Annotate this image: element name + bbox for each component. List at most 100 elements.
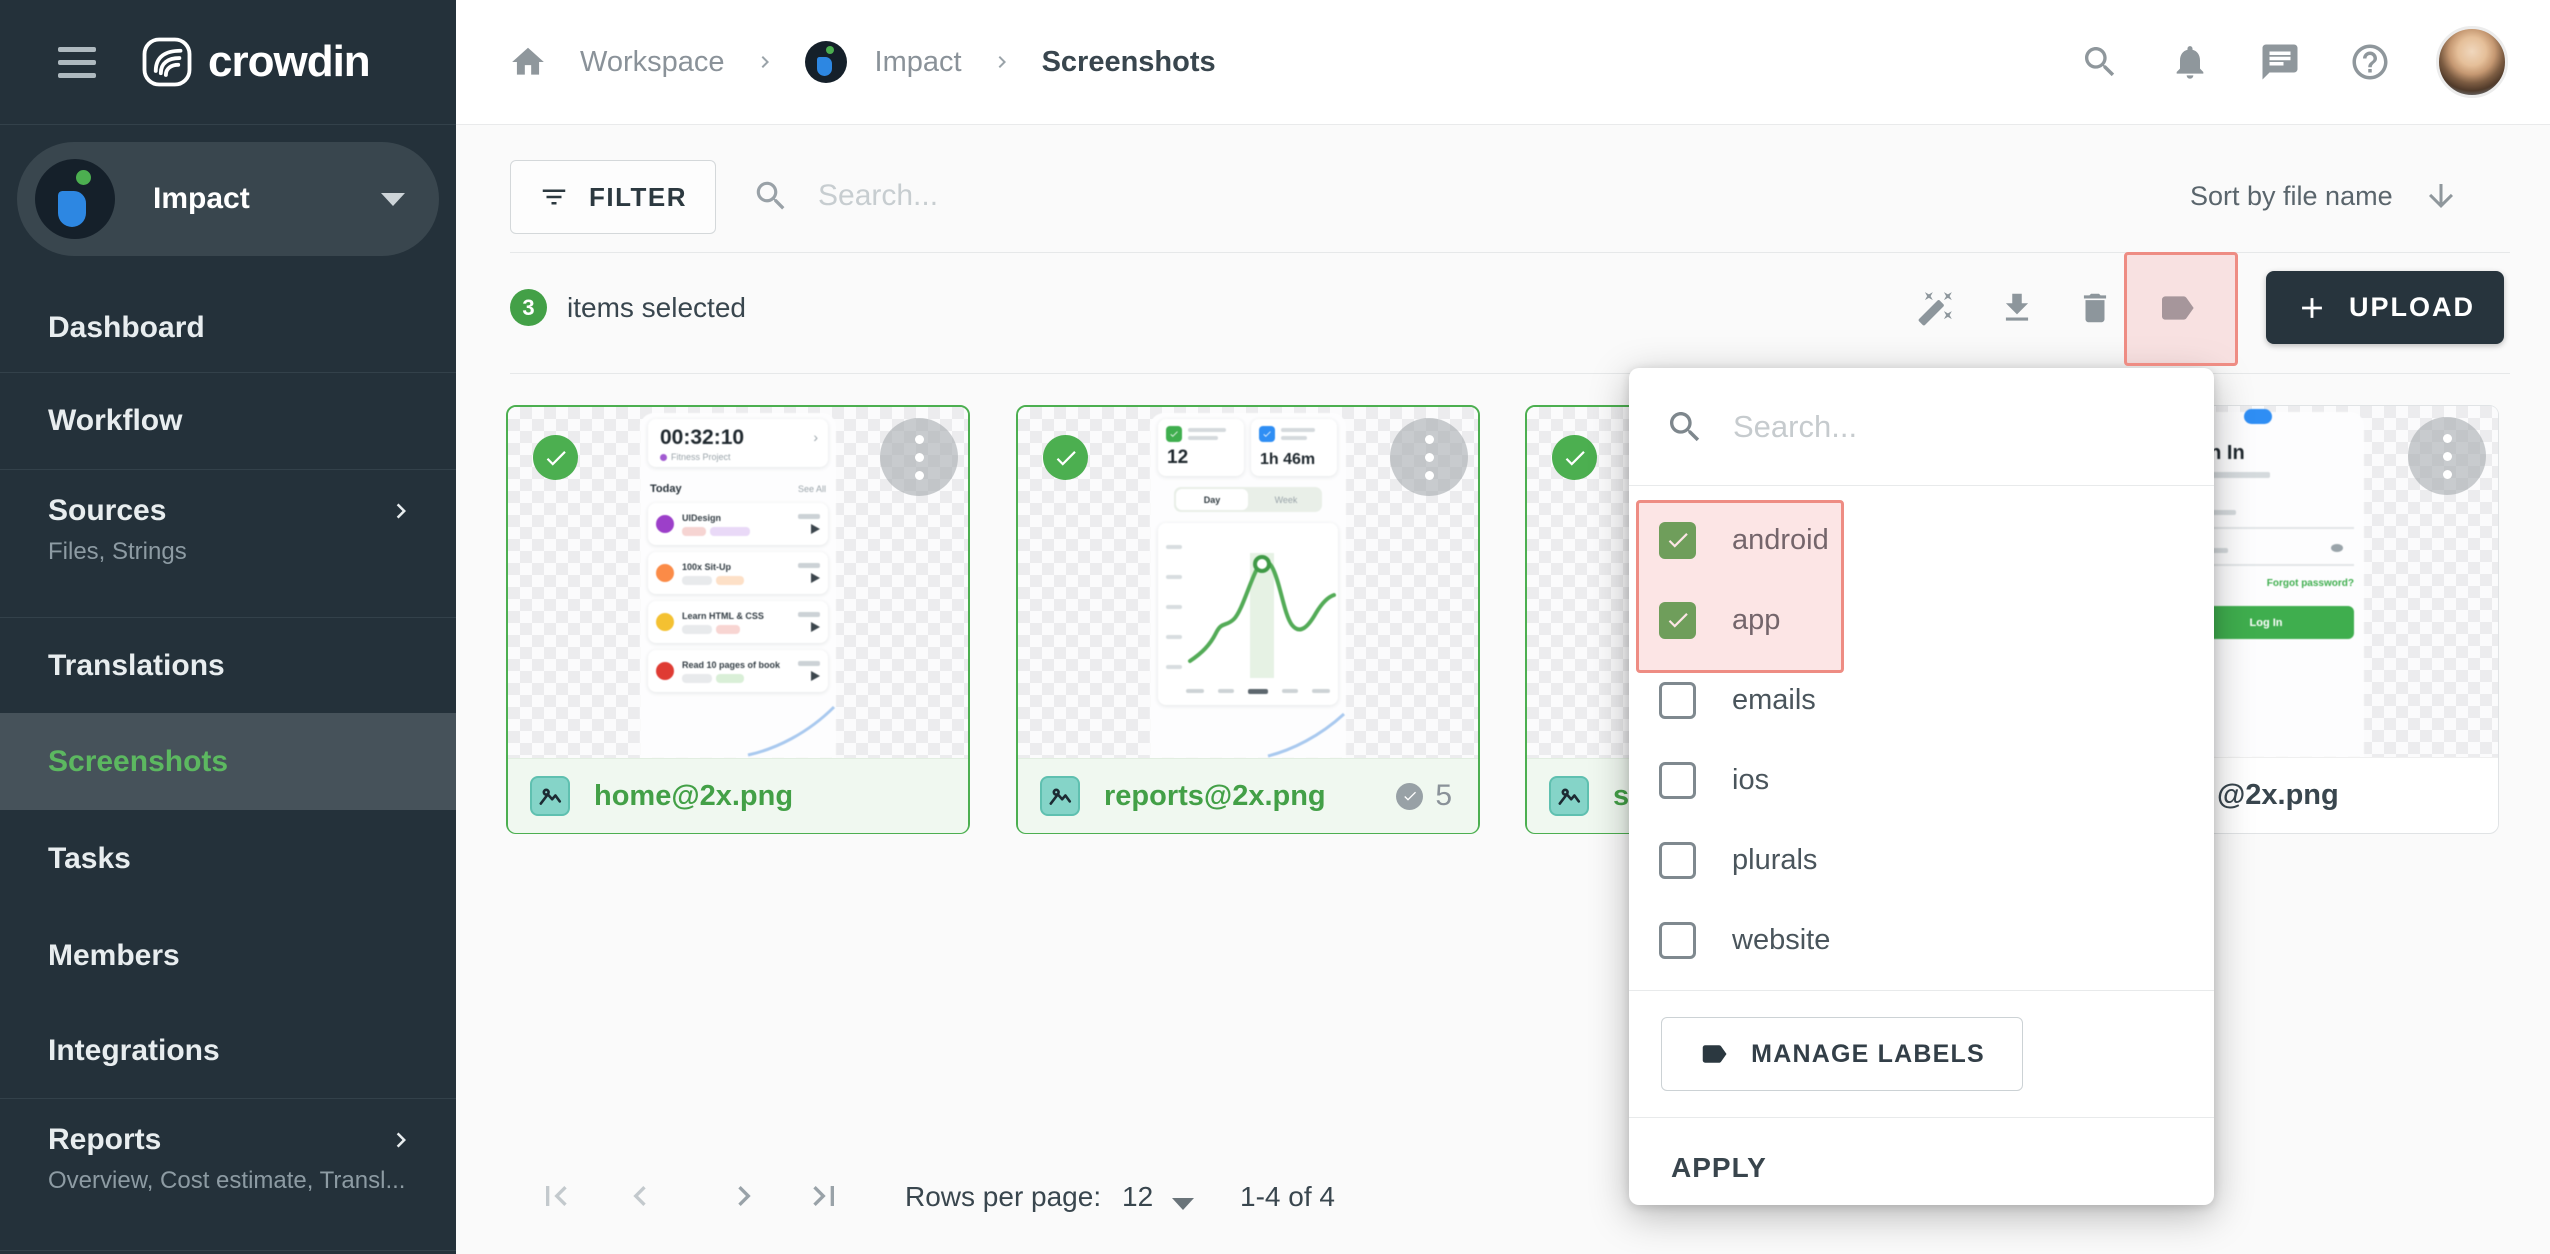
label-option-ios[interactable]: ios [1629,740,2214,820]
sidebar-nav: Dashboard Workflow Sources Files, String… [0,283,456,1251]
chevron-right-icon [753,50,777,74]
sidebar-item-dashboard[interactable]: Dashboard [0,283,456,373]
screenshot-thumbnail: 12 1h 46m Day Week [1018,407,1478,758]
sidebar-item-sources[interactable]: Sources Files, Strings [0,470,456,618]
sidebar-item-tasks[interactable]: Tasks [48,841,131,875]
rows-per-page-label: Rows per page: [905,1181,1102,1212]
labels-dropdown: android app emails ios plurals [1629,368,2214,1205]
breadcrumb-page: Screenshots [1041,45,1216,78]
filename[interactable]: s [1613,779,1630,812]
card-menu-button[interactable] [880,418,958,496]
help-icon[interactable] [2346,38,2394,86]
project-switcher[interactable]: Impact [17,142,439,256]
breadcrumb-project-avatar [804,41,847,83]
chevron-right-icon [386,1125,416,1155]
sidebar-item-members[interactable]: Members [48,938,180,972]
task-row: 100x Sit-Up [648,552,828,594]
topbar-actions [2076,26,2508,98]
search-icon [1665,407,1705,447]
screenshot-card-home[interactable]: 00:32:10 › Fitness Project Today See All… [506,405,970,834]
tags-count-badge: 5 [1396,779,1452,813]
screenshot-card-reports[interactable]: 12 1h 46m Day Week [1016,405,1480,834]
checkbox-unchecked-icon[interactable] [1659,841,1696,879]
download-button[interactable] [1986,277,2048,339]
topbar: Workspace Impact Screenshots [456,0,2550,125]
label-option-plurals[interactable]: plurals [1629,820,2214,900]
screenshot-thumbnail: 00:32:10 › Fitness Project Today See All… [508,407,968,758]
search-input[interactable] [816,178,1380,214]
sort-control[interactable]: Sort by file name [2190,160,2459,232]
screenshot-search [752,160,1380,232]
breadcrumb-project[interactable]: Impact [874,45,962,78]
upload-button[interactable]: UPLOAD [2266,271,2504,344]
project-name: Impact [153,182,250,215]
notifications-bell-icon[interactable] [2166,38,2214,86]
messages-chat-icon[interactable] [2256,38,2304,86]
filename[interactable]: reports@2x.png [1104,779,1326,812]
card-menu-button[interactable] [2408,417,2486,495]
selected-check-icon[interactable] [533,435,578,480]
chevron-right-icon [990,50,1014,74]
label-option-emails[interactable]: emails [1629,660,2214,740]
sidebar-item-translations[interactable]: Translations [48,648,225,682]
manage-labels-button[interactable]: MANAGE LABELS [1661,1017,2023,1091]
next-page-button[interactable] [716,1168,772,1224]
check-icon [1396,782,1424,810]
hamburger-menu-icon[interactable] [58,46,96,78]
checkbox-unchecked-icon[interactable] [1659,921,1696,959]
divider [510,373,2510,374]
selected-check-icon[interactable] [1043,435,1088,480]
forgot-password-link: Forgot password? [2266,578,2354,589]
breadcrumb-workspace[interactable]: Workspace [580,45,725,78]
rows-per-page-caret-icon[interactable] [1172,1198,1194,1210]
plus-icon [2295,291,2329,325]
filter-icon [539,182,569,212]
labels-search-input[interactable] [1731,407,2184,446]
checkbox-unchecked-icon[interactable] [1659,761,1696,799]
sidebar: crowdin Impact Dashboard Workflow Source… [0,0,456,1254]
crowdin-wordmark: crowdin [208,37,371,86]
selected-count-badge: 3 [510,289,547,326]
divider [1629,990,2214,991]
previous-page-button[interactable] [612,1168,668,1224]
last-page-button[interactable] [796,1168,852,1224]
checkbox-checked-icon[interactable] [1659,521,1696,559]
checkbox-unchecked-icon[interactable] [1659,681,1696,719]
checkbox-checked-icon[interactable] [1659,601,1696,639]
card-footer: reports@2x.png 5 [1018,758,1478,833]
sidebar-header: crowdin [0,0,456,125]
rows-per-page-value[interactable]: 12 [1122,1181,1154,1212]
chevron-down-icon [381,192,405,206]
label-tag-button[interactable] [2146,277,2208,339]
task-row: UIDesign [648,503,828,545]
filename[interactable]: @2x.png [2217,778,2339,811]
sidebar-item-reports[interactable]: Reports Overview, Cost estimate, Transl.… [0,1099,456,1251]
crowdin-logo[interactable]: crowdin [140,35,371,89]
card-footer: home@2x.png [508,758,968,833]
sidebar-item-integrations[interactable]: Integrations [0,1004,456,1099]
sidebar-item-reports-subtitle: Overview, Cost estimate, Transl... [48,1167,406,1194]
search-icon[interactable] [2076,38,2124,86]
first-page-button[interactable] [528,1168,584,1224]
home-icon[interactable] [504,38,552,86]
label-option-android[interactable]: android [1629,500,2214,580]
sidebar-item-workflow[interactable]: Workflow [0,373,456,470]
labels-search [1629,368,2214,486]
chevron-right-icon [386,496,416,526]
label-option-app[interactable]: app [1629,580,2214,660]
image-file-icon [1549,776,1589,816]
card-menu-button[interactable] [1390,418,1468,496]
reports-preview: 12 1h 46m Day Week [1150,413,1346,758]
sidebar-item-screenshots[interactable]: Screenshots [0,713,456,810]
apply-button[interactable]: APPLY [1671,1152,1767,1183]
divider [510,252,2510,253]
selected-count-label: items selected [567,292,746,323]
selected-check-icon[interactable] [1552,435,1597,480]
delete-trash-button[interactable] [2064,277,2126,339]
user-avatar[interactable] [2436,26,2508,98]
filter-button[interactable]: FILTER [510,160,716,234]
filename[interactable]: home@2x.png [594,779,794,812]
crowdin-logo-icon [140,35,194,89]
label-option-website[interactable]: website [1629,900,2214,980]
auto-tag-wand-button[interactable] [1905,277,1967,339]
